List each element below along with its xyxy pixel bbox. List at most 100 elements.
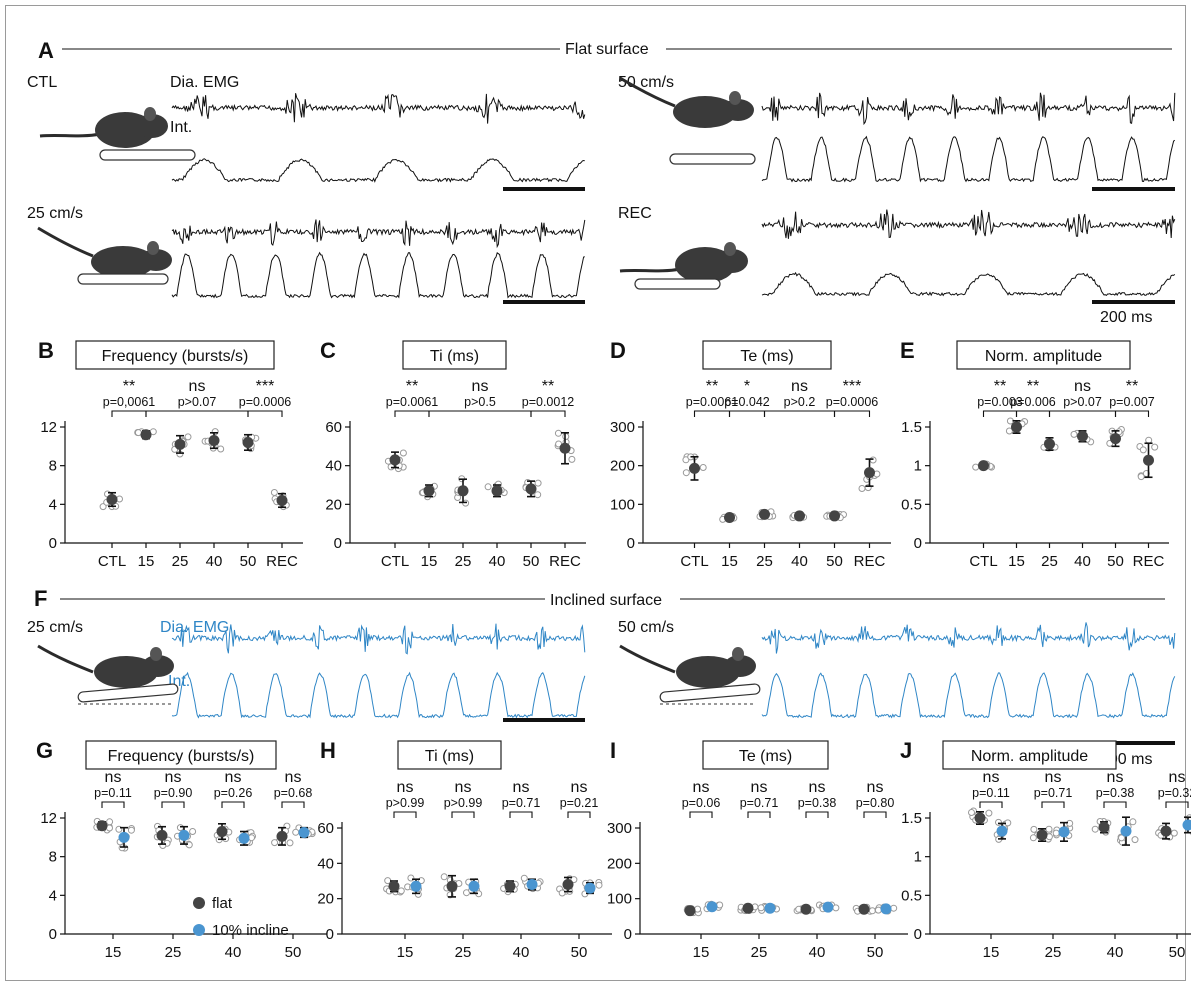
chart-d-bracket <box>763 410 836 417</box>
chart-g-mean-point <box>178 829 190 841</box>
trace-ctl-emg <box>171 93 586 124</box>
chart-g-title: Frequency (bursts/s) <box>108 748 255 765</box>
section-inclined-title: Inclined surface <box>550 592 662 609</box>
mouse-icon-incline-50 <box>619 644 761 705</box>
chart-j-pvalue: p=0.71 <box>1034 786 1073 800</box>
chart-d-xtick-label: 25 <box>756 553 773 570</box>
chart-e-mean-point <box>1011 421 1022 433</box>
chart-i-replicate <box>716 901 724 909</box>
chart-d-ytick-label: 0 <box>627 535 635 552</box>
chart-h-xtick-label: 50 <box>571 944 588 961</box>
chart-c-xtick-label: REC <box>549 553 581 570</box>
chart-h-mean-point <box>504 880 516 892</box>
chart-i-mean-point <box>684 905 696 917</box>
chart-j-replicate <box>985 809 993 817</box>
chart-c-title: Ti (ms) <box>430 348 479 365</box>
chart-i-ytick-label: 0 <box>624 926 632 943</box>
chart-j-pvalue: p=0.11 <box>972 786 1010 800</box>
traces <box>171 92 1176 745</box>
chart-d-mean-point <box>864 467 875 479</box>
chart-h-ytick-label: 0 <box>326 926 334 943</box>
chart-c-xtick-label: 15 <box>421 553 438 570</box>
chart-b-mean-point <box>106 494 118 505</box>
chart-d-title: Te (ms) <box>740 348 793 365</box>
chart-e-replicate <box>1070 430 1078 438</box>
trace-label-rec: REC <box>618 205 652 222</box>
chart-d-replicate <box>858 485 866 492</box>
trace-incline-50-emg <box>761 622 1176 654</box>
chart-j-mean-point <box>1120 825 1132 837</box>
chart-i-mean-point <box>800 903 812 915</box>
panel-letter-e: E <box>900 338 915 363</box>
chart-e-xtick-label: CTL <box>969 553 997 570</box>
chart-c-pvalue: p>0.5 <box>464 395 496 409</box>
chart-j-bracket <box>1103 801 1127 808</box>
chart-e-pvalue: p=0.003 <box>977 395 1023 409</box>
chart-i-bracket <box>689 811 713 818</box>
chart-h-bracket <box>393 811 417 818</box>
chart-d-bracket <box>693 410 731 417</box>
chart-e: Norm. amplitude 0 0.5 1 1.5 CTL 15 25 40 50 REC p=0… <box>901 340 1169 570</box>
chart-e-mean-point <box>1143 454 1154 466</box>
chart-h-mean-point <box>446 880 458 892</box>
chart-e-bracket <box>1114 410 1150 417</box>
chart-d-axes <box>642 421 891 544</box>
chart-e-replicate <box>972 463 980 471</box>
chart-i-replicate <box>832 904 840 912</box>
chart-d-replicate <box>682 469 690 477</box>
chart-g-significance: ns <box>225 769 242 786</box>
chart-i-significance: ns <box>693 779 710 796</box>
chart-h-ytick-label: 20 <box>317 891 334 908</box>
chart-d-pvalue: p=0.0061 <box>686 395 739 409</box>
chart-i-mean-point <box>858 903 870 915</box>
chart-d-pvalue: p=0.042 <box>724 395 770 409</box>
mouse-icon-incline-25 <box>37 644 179 705</box>
chart-g-bracket <box>281 801 305 808</box>
chart-c-mean-point <box>457 485 469 497</box>
chart-i-mean-point <box>764 902 776 914</box>
chart-b-significance: ** <box>123 378 135 395</box>
chart-i-bracket <box>747 811 771 818</box>
chart-j-title-box <box>942 740 1117 770</box>
chart-i-ytick-label: 100 <box>607 891 632 908</box>
chart-i-mean-point <box>822 901 834 913</box>
chart-g-replicate <box>292 828 300 836</box>
chart-c-ytick-label: 20 <box>325 496 342 513</box>
chart-h-significance: ns <box>455 779 472 796</box>
chart-e-xtick-label: 50 <box>1107 553 1124 570</box>
chart-e-mean-point <box>1110 433 1121 445</box>
panel-letter-h: H <box>320 738 336 763</box>
trace-50-int <box>761 135 1176 183</box>
chart-h-replicate <box>440 873 448 881</box>
chart-e-ytick-label: 0 <box>914 535 922 552</box>
chart-g-xtick-label: 50 <box>285 944 302 961</box>
chart-e-xtick-label: 25 <box>1041 553 1058 570</box>
chart-j-replicate <box>1118 834 1125 842</box>
figure-border <box>5 5 1186 981</box>
chart-g-pvalue: p=0.26 <box>214 786 253 800</box>
chart-i-xtick-label: 25 <box>751 944 768 961</box>
chart-d-xtick-label: REC <box>854 553 886 570</box>
chart-e-replicate <box>1145 436 1153 444</box>
chart-d-ytick-label: 300 <box>610 419 635 436</box>
chart-h-pvalue: p>0.99 <box>444 796 483 810</box>
emg-label-incline: Dia. EMG <box>160 619 229 636</box>
trace-rec-int <box>761 271 1176 297</box>
chart-h-significance: ns <box>397 779 414 796</box>
chart-h-mean-point <box>410 880 422 892</box>
chart-i-replicate <box>874 906 882 914</box>
chart-b-significance: *** <box>256 378 275 395</box>
chart-c-bracket <box>428 410 532 417</box>
chart-j-replicate <box>1052 829 1060 837</box>
chart-j-ytick-label: 0.5 <box>901 887 922 904</box>
chart-j-significance: ns <box>983 769 1000 786</box>
trace-50-emg <box>761 92 1176 126</box>
chart-j-significance: ns <box>1107 769 1124 786</box>
chart-b-xtick-label: 50 <box>240 553 257 570</box>
chart-b-bracket <box>247 410 283 417</box>
chart-i-title: Te (ms) <box>739 748 792 765</box>
mouse-icon-ctl <box>39 107 196 161</box>
chart-g-replicate <box>106 818 114 826</box>
